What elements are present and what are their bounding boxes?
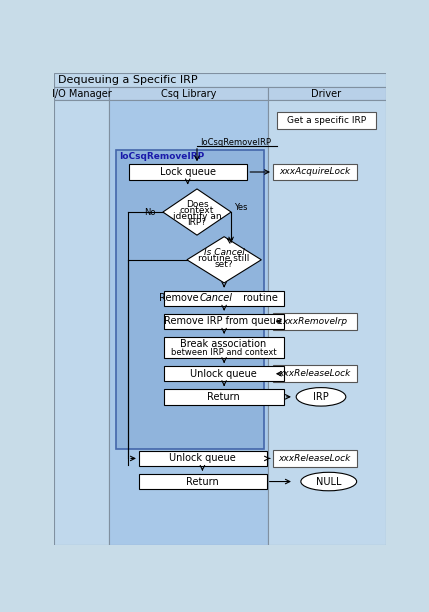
Bar	[54, 100, 109, 545]
Bar	[273, 163, 356, 181]
Text: Lock queue: Lock queue	[160, 167, 216, 177]
Bar	[164, 337, 284, 359]
Text: I/O Manager: I/O Manager	[51, 89, 112, 99]
Bar	[164, 314, 284, 329]
Text: Unlock queue: Unlock queue	[169, 453, 236, 463]
Text: No: No	[144, 207, 155, 217]
Text: Cancel: Cancel	[199, 293, 232, 304]
Text: Driver: Driver	[311, 89, 341, 99]
Text: routine: routine	[240, 293, 278, 304]
Bar	[273, 450, 356, 467]
Text: Get a specific IRP: Get a specific IRP	[287, 116, 366, 125]
Text: Remove IRP from queue: Remove IRP from queue	[164, 316, 282, 326]
Bar	[54, 88, 109, 100]
Bar	[54, 73, 386, 88]
Text: between IRP and context: between IRP and context	[171, 348, 276, 357]
Bar	[139, 451, 267, 466]
Text: Return: Return	[207, 392, 240, 402]
Text: Yes: Yes	[234, 203, 248, 212]
Polygon shape	[187, 237, 261, 283]
Text: Return: Return	[186, 477, 219, 487]
Bar	[164, 389, 284, 405]
Text: xxxReleaseLock: xxxReleaseLock	[278, 454, 351, 463]
Text: context: context	[180, 206, 214, 215]
Polygon shape	[163, 189, 231, 235]
Ellipse shape	[296, 387, 346, 406]
Bar	[268, 88, 386, 100]
Text: IoCsqRemoveIRP: IoCsqRemoveIRP	[119, 152, 204, 161]
Text: xxxRemoveIrp: xxxRemoveIrp	[282, 317, 347, 326]
Text: Csq Library: Csq Library	[161, 89, 216, 99]
Bar	[109, 100, 268, 545]
Ellipse shape	[301, 472, 356, 491]
Bar	[116, 151, 264, 449]
Text: Is Cancel: Is Cancel	[204, 248, 245, 256]
Bar	[139, 474, 267, 489]
Bar	[129, 164, 248, 180]
Text: routine still: routine still	[199, 254, 250, 263]
Text: Break association: Break association	[180, 340, 266, 349]
Text: Dequeuing a Specific IRP: Dequeuing a Specific IRP	[57, 75, 197, 85]
Text: NULL: NULL	[316, 477, 341, 487]
Bar	[164, 366, 284, 381]
Text: IRP?: IRP?	[187, 218, 206, 227]
Text: IRP: IRP	[313, 392, 329, 402]
Bar	[109, 88, 268, 100]
Text: xxxReleaseLock: xxxReleaseLock	[278, 369, 351, 378]
Bar	[164, 291, 284, 306]
Text: xxxAcquireLock: xxxAcquireLock	[279, 168, 350, 176]
Text: set?: set?	[215, 260, 233, 269]
Bar	[268, 100, 386, 545]
Text: Remove: Remove	[159, 293, 202, 304]
Text: identify an: identify an	[173, 212, 221, 221]
Text: IoCsqRemoveIRP: IoCsqRemoveIRP	[200, 138, 271, 147]
Text: Unlock queue: Unlock queue	[190, 369, 257, 379]
Bar	[273, 313, 356, 330]
Text: Does: Does	[186, 200, 208, 209]
Bar	[277, 112, 376, 129]
Bar	[273, 365, 356, 382]
